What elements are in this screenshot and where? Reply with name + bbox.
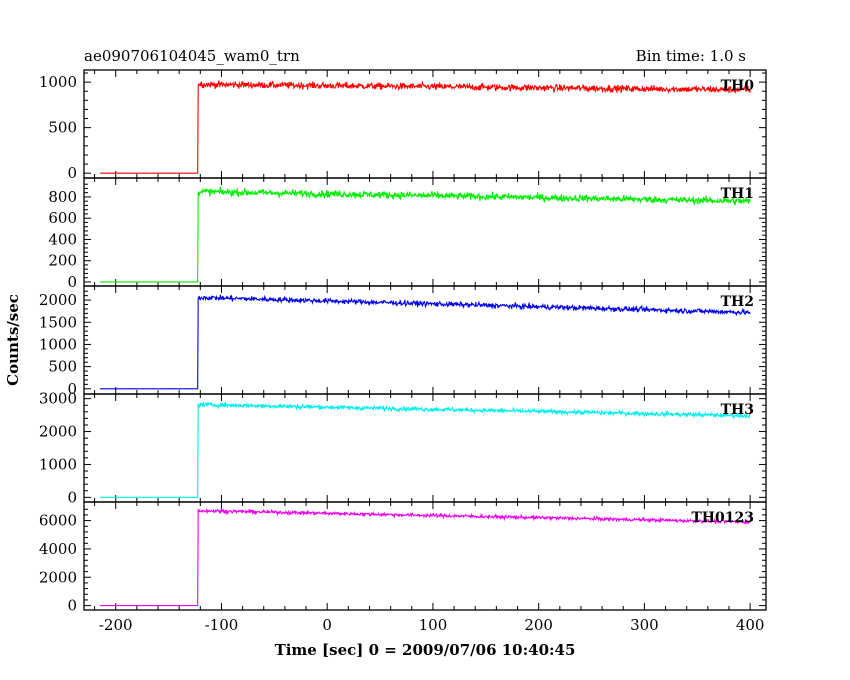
panel-label: TH2 [721, 294, 754, 310]
panel-th2: 0 500 1000 1500 2000 TH2 [39, 285, 767, 398]
y-tick-label: 0 [67, 273, 77, 291]
bin-time-label: Bin time: 1.0 s [636, 47, 746, 65]
panel-th1: 0 200 400 600 800 TH1 [48, 177, 767, 291]
y-tick-label: 3000 [39, 390, 77, 408]
panel-frame [83, 501, 767, 611]
y-tick-label: 2000 [39, 568, 77, 586]
y-tick-label: 2000 [39, 291, 77, 309]
x-tick-label: 0 [322, 616, 332, 634]
y-tick-label: 800 [48, 188, 77, 206]
y-tick-label: 0 [67, 488, 77, 506]
x-tick-label: 300 [630, 616, 659, 634]
series-line-th2 [99, 294, 751, 390]
chart-title: ae090706104045_wam0_trn [84, 47, 300, 65]
x-tick-label: -200 [99, 616, 133, 634]
x-axis-label: Time [sec] 0 = 2009/07/06 10:40:45 [275, 641, 576, 659]
y-tick-label: 1500 [39, 313, 77, 331]
y-tick-label: 0 [67, 597, 77, 615]
series-line-th0 [99, 80, 751, 174]
x-tick-label: 400 [736, 616, 765, 634]
panel-th0: 0 500 1000 TH0 [39, 69, 767, 182]
y-axis-label: Counts/sec [4, 294, 22, 386]
x-tick-label: -100 [205, 616, 239, 634]
panel-label: TH1 [721, 186, 754, 202]
y-tick-label: 2000 [39, 423, 77, 441]
y-tick-label: 1000 [39, 335, 77, 353]
panel-label: TH0 [721, 78, 755, 94]
panel-label: TH3 [721, 402, 754, 418]
y-tick-label: 200 [48, 252, 77, 270]
x-tick-label: 100 [419, 616, 448, 634]
y-tick-label: 1000 [39, 455, 77, 473]
y-tick-label: 4000 [39, 540, 77, 558]
y-tick-label: 600 [48, 209, 77, 227]
series-line-th0123 [99, 508, 751, 607]
panel-th3: 0 1000 2000 3000 TH3 [39, 390, 767, 506]
y-tick-label: 1000 [39, 73, 77, 91]
y-tick-label: 6000 [39, 512, 77, 530]
y-tick-label: 0 [67, 164, 77, 182]
x-tick-label: 200 [524, 616, 553, 634]
series-line-th3 [99, 401, 751, 498]
y-tick-label: 500 [48, 358, 77, 376]
y-tick-label: 500 [48, 119, 77, 137]
y-tick-label: 400 [48, 230, 77, 248]
panel-label: TH0123 [691, 510, 754, 526]
y-tick-label: 0 [67, 380, 77, 398]
series-line-th1 [99, 186, 751, 283]
panel-th0123: 0 2000 4000 6000 TH0123 [39, 501, 767, 615]
panel-frame [83, 177, 767, 287]
